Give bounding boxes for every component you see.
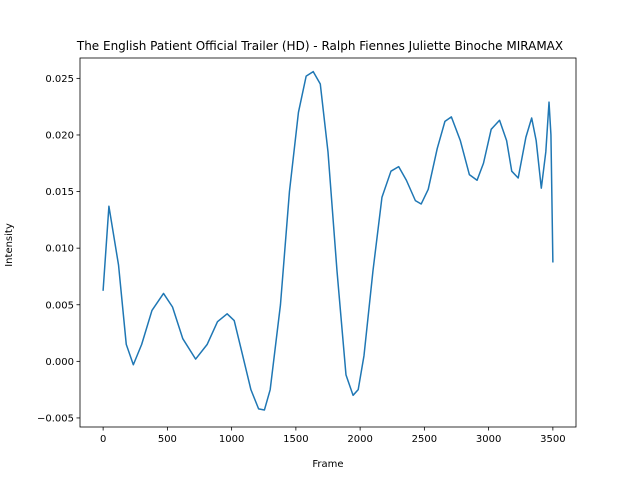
x-tick-label: 0 [100, 434, 106, 445]
x-tick-label: 2000 [347, 434, 372, 445]
series-line-0 [102, 70, 554, 411]
x-tick-label: 500 [158, 434, 177, 445]
tick-group: 0 500 1000 1500 2000 2500 3000 3500 −0.005 0.000 0… [37, 74, 566, 445]
y-tick-label: 0.010 [45, 244, 74, 255]
y-tick-label: 0.000 [45, 357, 74, 368]
x-tick-label: 1000 [219, 434, 244, 445]
x-tick-label: 1500 [283, 434, 308, 445]
chart-title: The English Patient Official Trailer (HD… [76, 39, 563, 53]
axes-frame [79, 57, 577, 428]
x-axis-label: Frame [312, 459, 343, 470]
x-tick-label: 3000 [476, 434, 501, 445]
y-tick-label: 0.005 [45, 300, 74, 311]
y-axis-label: Intensity [4, 223, 15, 267]
plot-area [79, 57, 577, 428]
y-tick-label: 0.015 [45, 187, 74, 198]
y-tick-label: −0.005 [37, 413, 74, 424]
y-tick-label: 0.020 [45, 130, 74, 141]
x-tick-label: 3500 [540, 434, 565, 445]
x-tick-label: 2500 [412, 434, 437, 445]
y-tick-label: 0.025 [45, 74, 74, 85]
